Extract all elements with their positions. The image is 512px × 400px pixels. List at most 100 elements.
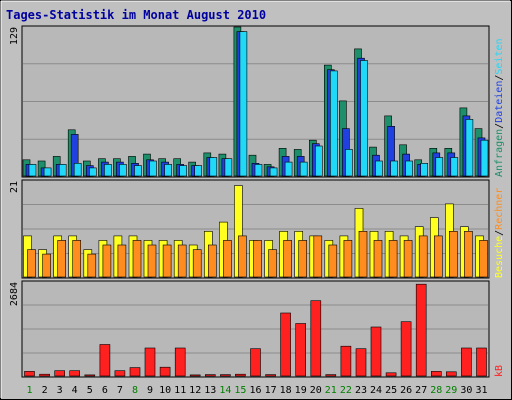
day-label-18: 18: [280, 385, 292, 396]
day-label-25: 25: [385, 385, 397, 396]
bar-kb-day-8: [129, 367, 141, 377]
bar-kb-day-13: [205, 374, 216, 377]
day-label-9: 9: [147, 385, 153, 396]
bar-seiten-day-6: [104, 164, 112, 177]
day-label-29: 29: [445, 385, 457, 396]
bar-seiten-day-13: [209, 157, 218, 177]
bar-kb-day-11: [174, 347, 186, 377]
bar-kb-day-14: [220, 374, 231, 377]
day-label-12: 12: [189, 385, 201, 396]
bar-kb-day-19: [295, 323, 307, 377]
bar-kb-day-30: [461, 347, 472, 377]
bar-seiten-day-22: [345, 149, 353, 177]
bar-kb-day-26: [400, 321, 412, 377]
day-label-14: 14: [219, 385, 231, 396]
day-label-16: 16: [249, 385, 261, 396]
day-label-8: 8: [132, 385, 138, 396]
day-label-2: 2: [42, 385, 48, 396]
bar-rechner-day-16: [253, 240, 262, 278]
panel-bottom-ymax-label: 2684: [9, 282, 20, 306]
bar-rechner-day-29: [448, 231, 458, 278]
bar-kb-day-29: [445, 371, 457, 377]
bar-rechner-day-7: [117, 244, 127, 278]
day-labels: 1 2 3 4 5 6 7 8 9 10 11 12 13 14 15 16 17 18 19 20 21 22 23 24 2…: [26, 385, 487, 396]
bar-rechner-day-25: [388, 240, 398, 278]
bar-kb-day-3: [54, 370, 66, 377]
day-label-11: 11: [174, 385, 186, 396]
bar-seiten-day-9: [149, 160, 157, 177]
bar-kb-day-15: [235, 373, 246, 377]
bar-kb-day-4: [69, 370, 80, 377]
bar-kb-day-25: [385, 372, 397, 377]
bar-kb-day-28: [430, 371, 442, 377]
bar-seiten-day-5: [89, 167, 97, 177]
bar-seiten-day-14: [224, 158, 233, 177]
bar-rechner-day-21: [328, 244, 338, 278]
bar-seiten-day-21: [329, 70, 338, 177]
bar-seiten-day-12: [194, 165, 202, 177]
bar-kb-day-12: [189, 374, 201, 377]
bars-layer: [22, 26, 489, 377]
bar-seiten-day-15: [239, 31, 248, 177]
bar-seiten-day-24: [375, 160, 383, 177]
day-label-27: 27: [415, 385, 427, 396]
day-label-22: 22: [340, 385, 352, 396]
bar-rechner-day-26: [403, 240, 413, 278]
day-label-3: 3: [57, 385, 63, 396]
bar-seiten-day-18: [284, 161, 293, 177]
legend-part-0: kB: [494, 365, 505, 377]
bar-seiten-day-25: [390, 160, 398, 177]
legend-part-1: /: [494, 123, 505, 129]
bar-rechner-day-19: [298, 240, 308, 278]
bar-rechner-day-4: [72, 240, 81, 278]
bar-kb-day-31: [476, 347, 487, 377]
bar-seiten-day-3: [58, 164, 67, 177]
day-label-26: 26: [400, 385, 412, 396]
day-label-24: 24: [370, 385, 382, 396]
bar-seiten-day-19: [299, 161, 308, 177]
bar-rechner-day-5: [87, 253, 97, 278]
legend-part-1: /: [494, 230, 505, 236]
bar-rechner-day-24: [373, 240, 383, 278]
bar-rechner-day-18: [283, 240, 292, 278]
bar-rechner-day-28: [433, 235, 443, 278]
bar-kb-day-7: [114, 370, 126, 377]
day-label-4: 4: [72, 385, 78, 396]
legend-part-2: Rechner: [494, 188, 505, 230]
bar-seiten-day-8: [134, 165, 142, 177]
bar-rechner-day-10: [162, 244, 172, 278]
bar-kb-day-17: [265, 374, 276, 377]
bar-kb-day-24: [370, 326, 382, 377]
day-label-19: 19: [295, 385, 307, 396]
bar-rechner-day-12: [192, 249, 202, 278]
bar-kb-day-6: [99, 344, 111, 377]
bar-rechner-day-31: [479, 240, 488, 278]
bar-seiten-day-20: [314, 145, 323, 177]
bar-rechner-day-1: [27, 249, 36, 278]
bar-rechner-day-9: [147, 244, 157, 278]
bar-seiten-day-10: [164, 164, 172, 177]
legend-part-0: Anfragen: [494, 129, 505, 177]
bar-kb-day-20: [310, 300, 322, 377]
day-label-30: 30: [460, 385, 472, 396]
bar-seiten-day-11: [179, 165, 187, 177]
day-label-21: 21: [325, 385, 337, 396]
bar-kb-day-2: [39, 373, 50, 377]
bar-kb-day-9: [144, 347, 156, 377]
bar-seiten-day-1: [28, 164, 37, 177]
bar-kb-day-16: [250, 348, 261, 377]
legend-part-3: /: [494, 75, 505, 81]
bar-rechner-day-3: [57, 240, 67, 278]
bar-seiten-day-26: [405, 160, 413, 177]
day-label-7: 7: [117, 385, 123, 396]
day-label-20: 20: [310, 385, 322, 396]
bar-kb-day-1: [24, 371, 35, 377]
bar-seiten-day-2: [43, 167, 52, 177]
day-label-13: 13: [204, 385, 216, 396]
legend-part-0: Besuche: [494, 236, 505, 278]
legend-part-2: Dateien: [494, 81, 505, 123]
bar-kb-day-10: [159, 366, 171, 377]
bar-rechner-day-30: [464, 231, 473, 278]
panel-middle-ymax-label: 21: [9, 181, 20, 193]
